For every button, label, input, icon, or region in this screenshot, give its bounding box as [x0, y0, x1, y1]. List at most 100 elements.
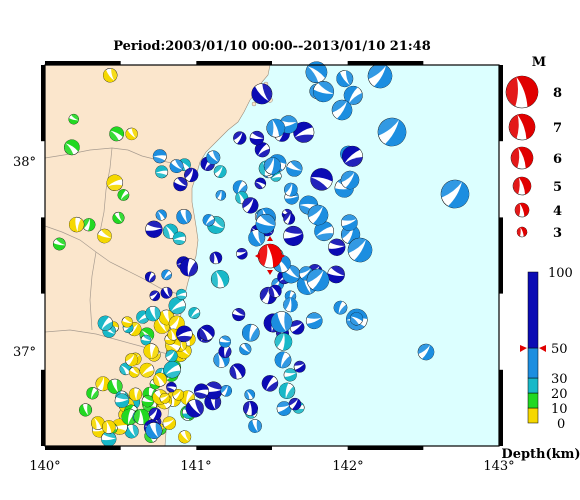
earthquake-mechanism [149, 290, 161, 302]
earthquake-mechanism [152, 149, 167, 164]
y-tick-37: 37° [13, 345, 36, 360]
earthquake-mechanism [218, 344, 232, 358]
earthquake-mechanism [198, 324, 215, 341]
earthquake-mechanism [204, 381, 223, 400]
magnitude-legend-label: 8 [553, 86, 562, 101]
earthquake-mechanism [202, 214, 215, 227]
depth-tick-20: 20 [551, 387, 568, 402]
earthquake-events [53, 61, 470, 447]
depth-tick-100: 100 [548, 266, 573, 281]
earthquake-mechanism [239, 343, 252, 356]
earthquake-mechanism [232, 180, 248, 195]
magnitude-legend-ball [508, 113, 536, 141]
earthquake-mechanism [333, 300, 348, 315]
earthquake-mechanism [102, 68, 118, 83]
earthquake-mechanism [283, 225, 304, 246]
x-tick-140: 140° [29, 459, 60, 474]
earthquake-mechanism [176, 288, 187, 300]
earthquake-mechanism [145, 220, 163, 238]
magnitude-legend-ball [505, 75, 539, 109]
y-tick-38: 38° [13, 155, 36, 170]
earthquake-mechanism [97, 228, 112, 244]
earthquake-mechanism [125, 353, 139, 367]
earthquake-mechanism [255, 213, 276, 234]
earthquake-mechanism [328, 238, 346, 256]
earthquake-mechanism [172, 389, 184, 401]
earthquake-mechanism [274, 351, 292, 369]
earthquake-mechanism [249, 130, 265, 146]
earthquake-mechanism [160, 286, 173, 299]
earthquake-mechanism [215, 189, 227, 201]
earthquake-mechanism [153, 372, 167, 387]
earthquake-mechanism-large [340, 170, 360, 190]
earthquake-mechanism [274, 332, 293, 351]
depth-tick-30: 30 [551, 372, 568, 387]
earthquake-mechanism-large [417, 343, 435, 361]
earthquake-mechanism [299, 195, 319, 215]
x-tick-141: 141° [180, 459, 211, 474]
earthquake-mechanism [293, 360, 306, 373]
earthquake-mechanism [176, 209, 192, 225]
magnitude-legend-label: 7 [553, 121, 562, 136]
earthquake-mechanism [341, 145, 363, 167]
magnitude-legend-label: 6 [553, 152, 562, 167]
earthquake-mechanism [305, 61, 328, 84]
earthquake-mechanism [268, 284, 282, 298]
x-tick-143: 143° [483, 459, 514, 474]
earthquake-mechanism [343, 85, 363, 105]
highlight-event-marker [267, 236, 273, 241]
earthquake-mechanism [172, 231, 187, 245]
earthquake-mechanism [179, 258, 199, 277]
earthquake-mechanism [165, 349, 178, 363]
earthquake-mechanism [86, 386, 99, 400]
earthquake-mechanism [233, 131, 247, 145]
depth-bar-0-10 [527, 407, 539, 424]
magnitude-legend: M 8 7 6 5 4 3 [505, 55, 562, 241]
earthquake-mechanism [248, 419, 262, 433]
earthquake-mechanism [144, 271, 156, 283]
earthquake-mechanism-large [307, 204, 329, 226]
earthquake-mechanism [139, 362, 155, 378]
magnitude-legend-ball [516, 226, 528, 238]
depth-tick-0: 0 [557, 417, 565, 432]
earthquake-mechanism [314, 221, 334, 242]
earthquake-mechanism [336, 70, 354, 88]
earthquake-mechanism [248, 229, 266, 247]
magnitude-legend-label: 3 [553, 226, 562, 241]
earthquake-mechanism [293, 121, 315, 143]
earthquake-mechanism [148, 407, 162, 421]
earthquake-mechanism [169, 159, 184, 174]
earthquake-mechanism [90, 416, 105, 430]
earthquake-mechanism [145, 422, 163, 440]
earthquake-mechanism [206, 150, 221, 165]
earthquake-mechanism [188, 307, 201, 319]
depth-bar-20-30 [527, 377, 539, 394]
depth-marker-right [539, 345, 546, 352]
highlight-event-marker [267, 270, 273, 275]
depth-bar-50-100 [527, 271, 539, 349]
earthquake-mechanism [341, 214, 358, 232]
earthquake-mechanism [178, 430, 192, 444]
earthquake-mechanism [286, 160, 303, 177]
earthquake-mechanism [283, 212, 296, 225]
earthquake-mechanism [289, 320, 305, 335]
earthquake-mechanism [244, 389, 256, 400]
earthquake-mechanism [219, 335, 231, 348]
earthquake-mechanism [121, 316, 133, 328]
earthquake-mechanism [251, 83, 273, 105]
depth-unit-label: Depth(km) [501, 447, 580, 462]
x-tick-142: 142° [332, 459, 363, 474]
earthquake-mechanism [278, 382, 296, 399]
earthquake-mechanism [106, 174, 124, 192]
earthquake-mechanism [155, 165, 169, 179]
earthquake-mechanism [68, 113, 79, 125]
earthquake-mechanism [128, 366, 140, 378]
earthquake-mechanism [162, 416, 177, 430]
magnitude-legend-ball [512, 176, 532, 196]
earthquake-mechanism [184, 167, 199, 183]
earthquake-mechanism [232, 308, 246, 322]
earthquake-mechanism [82, 218, 96, 232]
earthquake-mechanism [261, 375, 279, 392]
earthquake-mechanism [213, 165, 227, 178]
depth-tick-50: 50 [551, 342, 568, 357]
